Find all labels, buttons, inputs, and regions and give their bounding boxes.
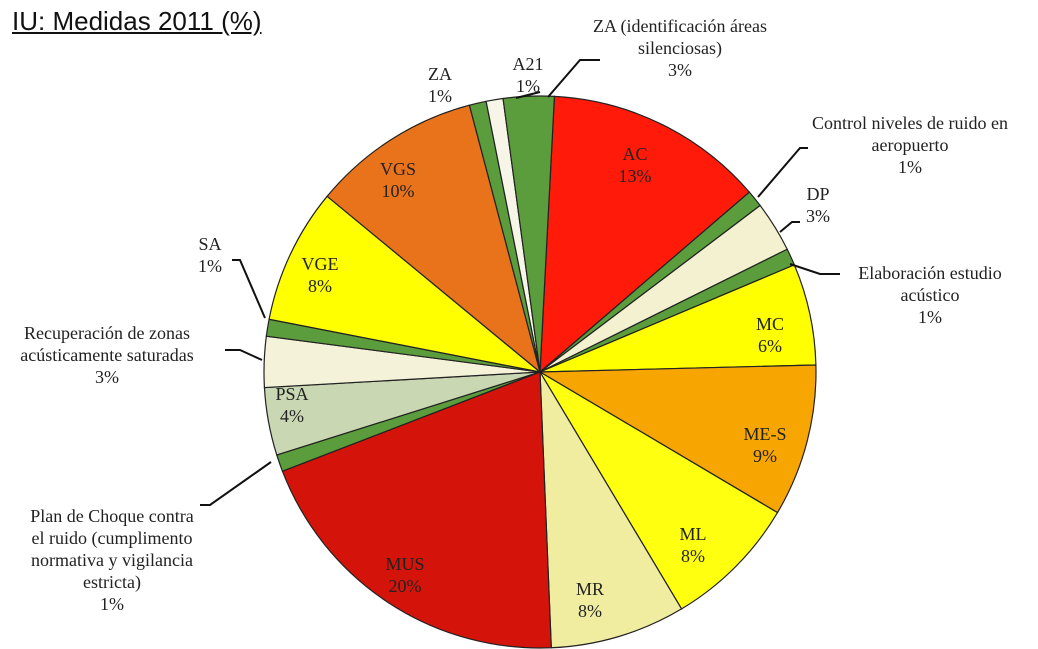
slice-value: 8% [578, 601, 602, 621]
slice-value: 9% [753, 446, 777, 466]
leader-lines [200, 59, 840, 506]
slice-name: MUS [385, 554, 425, 574]
chart-title: IU: Medidas 2011 (%) [12, 6, 262, 36]
slice-label: Recuperación de zonas acústicamente satu… [5, 322, 210, 388]
leader-line [779, 221, 800, 233]
slice-label: Control niveles de ruido en aeropuerto 1% [810, 112, 1010, 178]
pie-slice [281, 371, 552, 649]
slice-name: SA [198, 234, 222, 254]
leader-line [789, 263, 840, 275]
slice-value: 8% [681, 546, 705, 566]
leader-line [757, 147, 808, 198]
leader-line [200, 461, 272, 506]
slice-value: 3% [806, 206, 830, 226]
slice-label: MC 6% [740, 313, 800, 357]
slice-value: 20% [388, 576, 422, 596]
slice-value: 3% [95, 367, 119, 387]
slice-label: Plan de Choque contra el ruido (cumplime… [25, 505, 200, 615]
slice-value: 1% [428, 86, 452, 106]
slice-label: VGE 8% [290, 253, 350, 297]
slice-name: MR [575, 579, 604, 599]
slice-value: 1% [516, 76, 540, 96]
slice-name: ZA [428, 64, 452, 84]
slice-name: VGE [301, 254, 339, 274]
slice-name: DP [806, 184, 830, 204]
slice-value: 3% [668, 60, 692, 80]
slice-label: ZA (identificación áreas silenciosas) 3% [580, 15, 780, 81]
slice-name: Control niveles de ruido en aeropuerto [812, 113, 1008, 155]
slice-name: Recuperación de zonas acústicamente satu… [20, 323, 194, 365]
slice-name: VGS [379, 159, 416, 179]
slice-value: 8% [308, 276, 332, 296]
slice-label: A21 1% [503, 53, 553, 97]
slice-value: 6% [758, 336, 782, 356]
pie-slice [539, 371, 683, 649]
slice-name: ZA (identificación áreas silenciosas) [593, 16, 767, 58]
pie-slice [539, 95, 751, 374]
slice-name: AC [622, 144, 648, 164]
slice-value: 1% [898, 157, 922, 177]
pie-slice [268, 195, 541, 373]
slice-value: 1% [918, 307, 942, 327]
pie [263, 95, 817, 649]
slice-name: ME-S [743, 424, 787, 444]
slice-value: 10% [381, 181, 415, 201]
slice-label: VGS 10% [368, 158, 428, 202]
slice-value: 1% [100, 594, 124, 614]
slice-label: SA 1% [185, 233, 235, 277]
slice-label: MUS 20% [370, 553, 440, 597]
slice-name: MC [755, 314, 784, 334]
slice-value: 13% [618, 166, 652, 186]
slice-label: MR 8% [560, 578, 620, 622]
pie-slice [502, 95, 556, 373]
pie-slice [539, 371, 779, 610]
leader-line [547, 59, 600, 98]
slice-value: 1% [198, 256, 222, 276]
leader-line [232, 259, 266, 319]
pie-slice [537, 364, 817, 514]
slice-name: A21 [512, 54, 544, 74]
slice-label: AC 13% [595, 143, 675, 187]
leader-line [225, 349, 263, 361]
slice-name: Elaboración estudio acústico [858, 263, 1002, 305]
slice-name: Plan de Choque contra el ruido (cumplime… [30, 506, 194, 592]
slice-label: ZA 1% [415, 63, 465, 107]
slice-label: ME-S 9% [730, 423, 800, 467]
slice-label: Elaboración estudio acústico 1% [830, 262, 1030, 328]
leader-line [515, 91, 541, 99]
slice-value: 4% [280, 406, 304, 426]
slice-label: PSA 4% [262, 383, 322, 427]
slice-name: PSA [275, 384, 309, 404]
slice-label: DP 3% [788, 183, 848, 227]
slice-name: ML [679, 524, 707, 544]
slice-label: ML 8% [663, 523, 723, 567]
